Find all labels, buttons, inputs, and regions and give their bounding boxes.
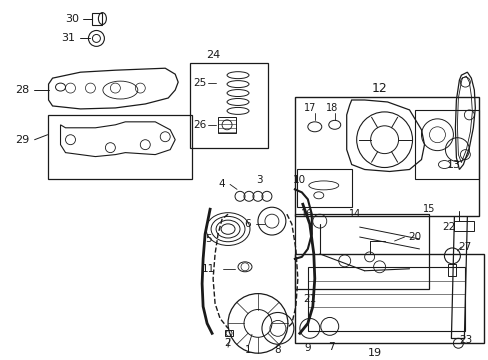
Text: 3: 3 (256, 175, 263, 185)
Text: 4: 4 (218, 179, 225, 189)
Bar (307, 267, 465, 331)
Text: 16: 16 (300, 209, 312, 219)
Text: 26: 26 (193, 120, 206, 130)
Text: 23: 23 (459, 335, 472, 345)
Text: 21: 21 (303, 293, 316, 303)
Bar (447, 264, 455, 276)
Text: 27: 27 (458, 242, 471, 252)
Bar (294, 97, 478, 216)
Text: 29: 29 (16, 135, 30, 145)
Text: 28: 28 (16, 85, 30, 95)
Bar (296, 170, 351, 207)
Text: 24: 24 (205, 50, 220, 60)
Bar (218, 117, 236, 133)
Bar (453, 221, 473, 231)
Text: 20: 20 (407, 232, 420, 242)
Text: 18: 18 (325, 103, 337, 113)
Bar (294, 254, 483, 343)
Text: 30: 30 (65, 14, 80, 23)
Text: 11: 11 (201, 264, 214, 274)
Text: 8: 8 (274, 345, 281, 355)
Text: 15: 15 (423, 204, 435, 214)
Bar (47, 115, 192, 179)
Text: 22: 22 (441, 222, 454, 232)
Text: 6: 6 (244, 219, 251, 229)
Text: 10: 10 (293, 175, 306, 185)
Bar (294, 214, 428, 289)
Text: 31: 31 (61, 33, 75, 44)
Bar (224, 330, 233, 336)
Bar (92, 13, 102, 24)
Text: 13: 13 (446, 159, 460, 170)
Text: 19: 19 (367, 348, 381, 358)
Text: 14: 14 (348, 209, 360, 219)
Bar (190, 63, 267, 148)
Text: 1: 1 (244, 345, 251, 355)
Text: 9: 9 (304, 343, 310, 353)
Text: 12: 12 (371, 82, 386, 95)
Text: 17: 17 (303, 103, 315, 113)
Text: 2: 2 (224, 338, 231, 348)
Text: 5: 5 (204, 234, 211, 244)
Text: 25: 25 (193, 78, 206, 88)
Bar (414, 110, 478, 179)
Text: 7: 7 (328, 342, 334, 352)
